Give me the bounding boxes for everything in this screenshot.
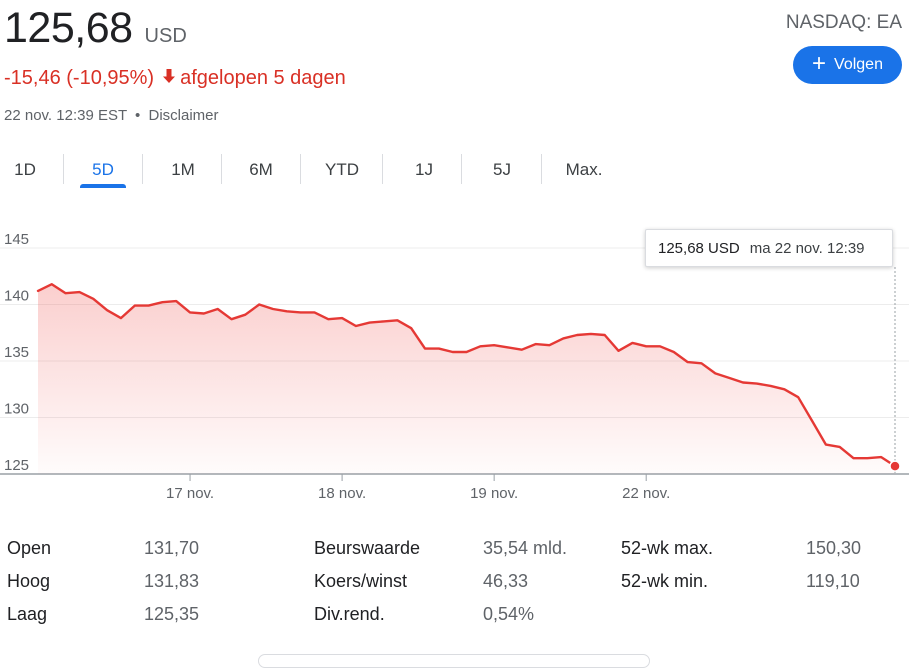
price-area — [38, 284, 895, 474]
tab-max[interactable]: Max. — [565, 160, 603, 179]
y-tick-label: 130 — [4, 401, 29, 418]
y-tick-label: 140 — [4, 288, 29, 305]
tab-1m[interactable]: 1M — [171, 160, 195, 179]
price-change: -15,46 (-10,95%) — [4, 67, 155, 89]
range-tabs: 1D 5D 1M 6M YTD 1J 5J Max. — [0, 150, 640, 190]
quote-timestamp-row: 22 nov. 12:39 EST • Disclaimer — [4, 107, 219, 124]
change-period: afgelopen 5 dagen — [180, 67, 346, 89]
stat-52wk-high-value: 150,30 — [806, 538, 862, 558]
stat-low-value: 125,35 — [144, 604, 200, 624]
tooltip-price: 125,68 USD — [658, 239, 740, 257]
tab-5j[interactable]: 5J — [493, 160, 511, 179]
x-tick-label: 19 nov. — [470, 485, 518, 502]
exchange-ticker: NASDAQ: EA — [785, 12, 902, 33]
plus-icon: + — [812, 50, 827, 77]
stat-high-label: Hoog — [7, 571, 51, 591]
currency: USD — [144, 25, 187, 47]
x-tick-label: 22 nov. — [622, 485, 670, 502]
tab-divider — [142, 154, 143, 184]
price-header: 125,68 USD — [4, 4, 187, 53]
stat-high-value: 131,83 — [144, 571, 200, 591]
stat-52wk-low-value: 119,10 — [806, 571, 860, 591]
stat-52wk-high-label: 52-wk max. — [621, 538, 714, 558]
x-tick-label: 18 nov. — [318, 485, 366, 502]
y-tick-label: 145 — [4, 231, 29, 248]
stat-market-cap-value: 35,54 mld. — [483, 538, 568, 558]
more-about-button[interactable] — [258, 654, 650, 668]
y-tick-label: 135 — [4, 344, 29, 361]
price-chart[interactable]: 17 nov. 18 nov. 19 nov. 22 nov. 145 140 135 13… — [0, 215, 909, 515]
stat-market-cap-label: Beurswaarde — [314, 538, 421, 558]
price-tooltip: 125,68 USD ma 22 nov. 12:39 — [645, 229, 893, 267]
tab-divider — [221, 154, 222, 184]
stat-low-label: Laag — [7, 604, 48, 624]
tooltip-time: ma 22 nov. 12:39 — [749, 239, 865, 257]
tab-6m[interactable]: 6M — [249, 160, 273, 179]
tab-ytd[interactable]: YTD — [325, 160, 359, 179]
y-tick-label: 125 — [4, 457, 29, 474]
current-price: 125,68 — [4, 4, 133, 52]
stat-pe-value: 46,33 — [483, 571, 529, 591]
follow-button[interactable]: + Volgen — [793, 46, 902, 84]
tab-divider — [382, 154, 383, 184]
tab-divider — [300, 154, 301, 184]
stat-open-label: Open — [7, 538, 52, 558]
stat-open-value: 131,70 — [144, 538, 200, 558]
price-change-row: -15,46 (-10,95%) afgelopen 5 dagen — [4, 67, 346, 90]
tab-5d[interactable]: 5D — [80, 150, 126, 190]
stat-pe-label: Koers/winst — [314, 571, 408, 591]
disclaimer-link[interactable]: Disclaimer — [148, 107, 219, 124]
separator: • — [135, 107, 141, 124]
tab-divider — [541, 154, 542, 184]
x-tick-label: 17 nov. — [166, 485, 214, 502]
tab-divider — [461, 154, 462, 184]
stat-52wk-low-label: 52-wk min. — [621, 571, 709, 591]
stat-div-yield-label: Div.rend. — [314, 604, 385, 624]
stat-div-yield-value: 0,54% — [483, 604, 535, 624]
tab-1d[interactable]: 1D — [14, 160, 36, 179]
follow-label: Volgen — [834, 56, 883, 73]
current-price-dot — [889, 460, 901, 472]
price-line — [36, 283, 897, 468]
tab-divider — [63, 154, 64, 184]
arrow-down-icon — [162, 67, 176, 90]
quote-timestamp: 22 nov. 12:39 EST — [4, 107, 127, 124]
tab-1j[interactable]: 1J — [415, 160, 433, 179]
